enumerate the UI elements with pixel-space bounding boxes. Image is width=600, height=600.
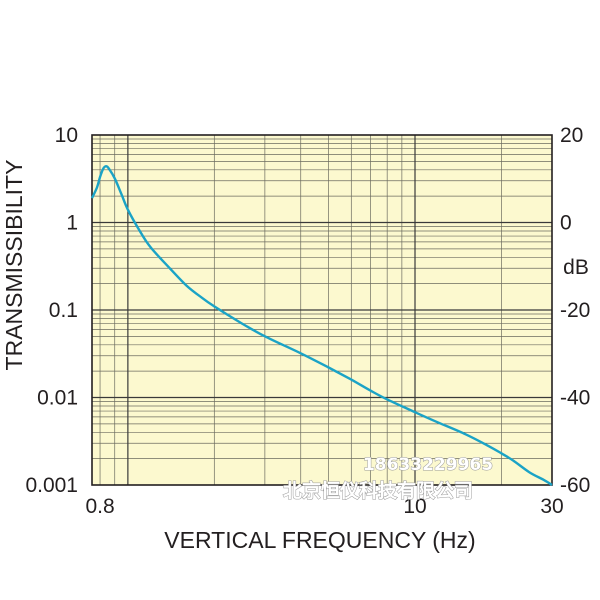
y2-tick-label: -40 [560,387,590,410]
watermark-phone: 18633229965 [363,455,493,475]
y2-tick-labels: 20 0 -20 -40 -60 [560,124,590,497]
x-tick-label: 0.8 [85,495,114,518]
y2-tick-label: -60 [560,474,590,497]
y-tick-label: 10 [55,124,78,147]
y2-tick-label: -20 [560,299,590,322]
y-tick-labels: 10 1 0.1 0.01 0.001 [25,124,78,497]
x-tick-labels: 0.8 10 30 [85,495,563,518]
y2-tick-label: 0 [560,212,572,235]
transmissibility-curve [90,165,553,487]
x-tick-label: 30 [540,495,563,518]
y2-tick-label: 20 [560,124,583,147]
y-tick-label: 0.1 [49,299,78,322]
major-grid [92,135,552,485]
y-tick-label: 1 [66,212,78,235]
y-tick-label: 0.001 [25,474,78,497]
watermark-company: 北京恒仪科技有限公司 [283,479,473,502]
x-axis-label: VERTICAL FREQUENCY (Hz) [164,527,475,553]
y-tick-label: 0.01 [37,387,78,410]
y-axis-label: TRANSMISSIBILITY [1,160,27,371]
x-tick-label: 10 [403,495,426,518]
y2-axis-label: dB [563,256,589,279]
plot-frame [91,134,553,486]
